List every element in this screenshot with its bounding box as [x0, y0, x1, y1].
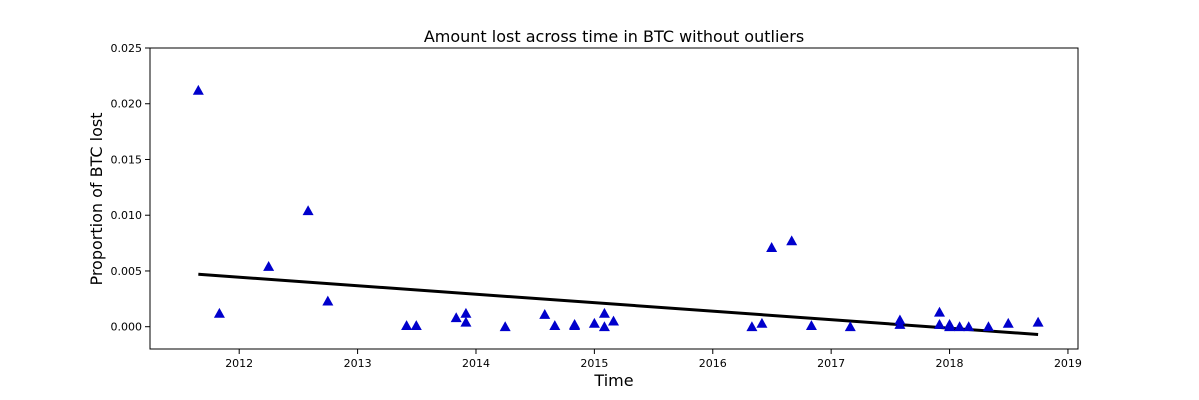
y-tick-label: 0.000 [111, 321, 143, 334]
y-tick-label: 0.005 [111, 265, 143, 278]
data-point [954, 321, 966, 332]
data-point [933, 306, 945, 317]
data-point [766, 242, 778, 252]
data-point [608, 315, 620, 326]
data-points [192, 84, 1044, 332]
data-point [460, 316, 472, 327]
x-tick-label: 2012 [225, 357, 253, 370]
y-axis-label: Proportion of BTC lost [87, 112, 106, 285]
x-tick-label: 2016 [699, 357, 727, 370]
y-tick-label: 0.015 [111, 153, 143, 166]
x-tick-label: 2014 [462, 357, 490, 370]
data-point [598, 321, 610, 332]
chart-title: Amount lost across time in BTC without o… [424, 27, 804, 46]
data-point [263, 261, 275, 271]
data-point [963, 321, 975, 332]
data-point [982, 321, 994, 332]
data-point [192, 84, 204, 95]
x-tick-label: 2019 [1054, 357, 1082, 370]
x-axis-label: Time [593, 371, 633, 390]
data-point [460, 307, 472, 318]
data-point [401, 320, 413, 330]
data-point [539, 308, 551, 319]
data-point [450, 312, 462, 323]
x-tick-label: 2015 [580, 357, 608, 370]
data-point [756, 317, 768, 328]
data-point [213, 307, 225, 318]
y-tick-label: 0.020 [111, 98, 143, 111]
x-tick-label: 2017 [817, 357, 845, 370]
data-point [933, 318, 945, 329]
data-point [805, 320, 817, 330]
data-point [746, 321, 758, 332]
data-point [944, 318, 956, 329]
data-point [844, 321, 856, 332]
data-point [410, 320, 422, 330]
data-point [1032, 316, 1044, 327]
data-point [549, 320, 561, 330]
x-tick-label: 2013 [344, 357, 372, 370]
data-point [569, 320, 581, 330]
y-tick-label: 0.010 [111, 209, 143, 222]
data-point [302, 205, 314, 216]
x-axis: 2012 2013 2014 2015 2016 2017 2018 2019 [225, 349, 1082, 370]
data-point [1002, 317, 1014, 328]
data-point [588, 317, 600, 328]
data-point [786, 235, 798, 246]
y-axis: 0.000 0.005 0.010 0.015 0.020 0.025 [111, 42, 150, 334]
data-point [894, 318, 906, 329]
y-tick-label: 0.025 [111, 42, 143, 55]
data-point [322, 295, 334, 306]
plot-area-frame [149, 47, 1079, 350]
x-tick-label: 2018 [936, 357, 964, 370]
data-point [598, 307, 610, 318]
data-point [499, 321, 511, 332]
